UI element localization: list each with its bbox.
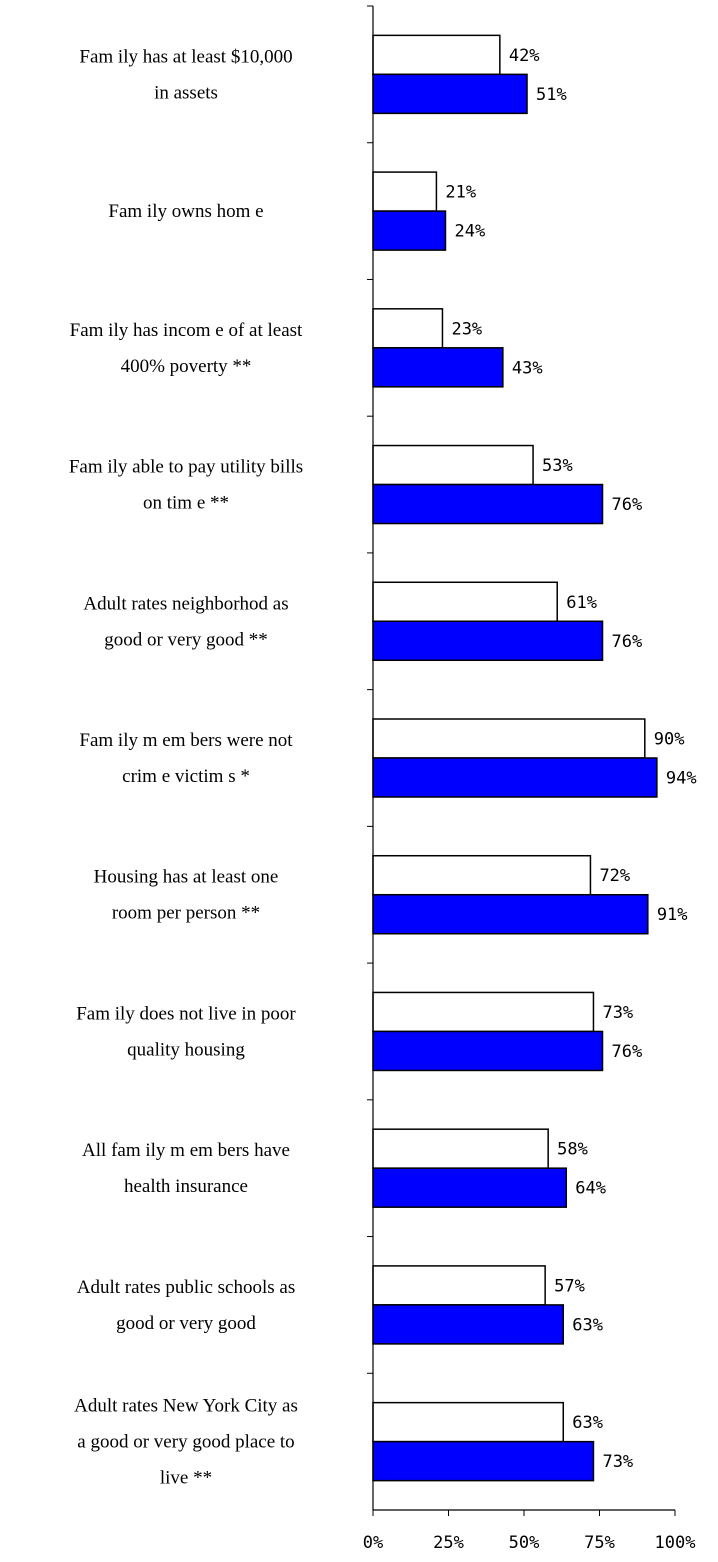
category-label-6-line-1: Fam ily m em bers were not bbox=[79, 730, 293, 751]
data-label-series1-10: 57% bbox=[554, 1276, 585, 1296]
category-label-9-line-2: health insurance bbox=[124, 1176, 248, 1197]
category-label-2-line-1: Fam ily owns hom e bbox=[108, 201, 263, 222]
category-label-8-line-1: Fam ily does not live in poor bbox=[76, 1003, 296, 1024]
category-label-5-line-1: Adult rates neighborhod as bbox=[83, 593, 288, 614]
bar-series2-3 bbox=[372, 347, 504, 388]
data-label-series1-4: 53% bbox=[542, 456, 573, 476]
category-label-11-line-2: a good or very good place to bbox=[77, 1432, 294, 1453]
x-tick-label-2: 25% bbox=[433, 1533, 464, 1553]
bar-series1-1 bbox=[372, 34, 501, 76]
data-label-series2-5: 76% bbox=[612, 632, 643, 652]
category-label-6-line-2: crim e victim s * bbox=[122, 766, 250, 787]
bar-series2-6 bbox=[372, 757, 658, 798]
x-tick-label-4: 75% bbox=[584, 1533, 615, 1553]
bar-series1-3 bbox=[372, 308, 444, 349]
bar-series1-5 bbox=[372, 581, 558, 623]
category-label-5-line-2: good or very good ** bbox=[104, 629, 268, 650]
category-label-11-line-3: live ** bbox=[160, 1468, 212, 1489]
x-tick-label-5: 100% bbox=[655, 1533, 696, 1553]
bar-series1-7 bbox=[372, 854, 592, 896]
data-label-series1-2: 21% bbox=[445, 183, 476, 203]
data-label-series1-11: 63% bbox=[572, 1413, 603, 1433]
bar-series2-9 bbox=[372, 1167, 568, 1208]
data-label-series1-7: 72% bbox=[599, 866, 630, 886]
category-label-10-line-1: Adult rates public schools as bbox=[77, 1277, 295, 1298]
category-label-3-line-1: Fam ily has incom e of at least bbox=[70, 320, 303, 341]
bar-series1-11 bbox=[372, 1401, 565, 1443]
data-label-series1-6: 90% bbox=[654, 730, 685, 750]
bar-series1-2 bbox=[372, 171, 438, 212]
bar-series2-4 bbox=[372, 483, 604, 525]
category-label-8-line-2: quality housing bbox=[127, 1039, 245, 1060]
data-label-series1-1: 42% bbox=[509, 46, 540, 66]
bar-series2-10 bbox=[372, 1304, 565, 1345]
data-label-series2-11: 73% bbox=[602, 1452, 633, 1472]
bar-series1-6 bbox=[372, 718, 646, 759]
data-label-series2-10: 63% bbox=[572, 1315, 603, 1335]
x-tick-label-3: 50% bbox=[509, 1533, 540, 1553]
data-label-series2-2: 24% bbox=[454, 222, 485, 242]
data-label-series1-3: 23% bbox=[451, 319, 482, 339]
bar-series2-2 bbox=[372, 210, 447, 251]
bar-series1-4 bbox=[372, 444, 534, 486]
data-label-series2-4: 76% bbox=[612, 495, 643, 515]
category-label-3-line-2: 400% poverty ** bbox=[121, 356, 252, 377]
category-label-4-line-2: on tim e ** bbox=[143, 493, 229, 514]
bar-series2-1 bbox=[372, 73, 528, 115]
category-label-7-line-1: Housing has at least one bbox=[94, 867, 279, 888]
data-label-series2-8: 76% bbox=[612, 1042, 643, 1062]
data-label-series2-6: 94% bbox=[666, 769, 697, 789]
data-label-series1-9: 58% bbox=[557, 1140, 588, 1160]
category-label-1-line-1: Fam ily has at least $10,000 bbox=[79, 46, 292, 67]
category-label-10-line-2: good or very good bbox=[116, 1313, 256, 1334]
bar-series2-11 bbox=[372, 1440, 595, 1482]
data-label-series1-5: 61% bbox=[566, 593, 597, 613]
data-label-series1-8: 73% bbox=[602, 1003, 633, 1023]
bar-series2-7 bbox=[372, 893, 649, 935]
category-label-7-line-2: room per person ** bbox=[112, 903, 260, 924]
category-label-4-line-1: Fam ily able to pay utility bills bbox=[69, 457, 303, 478]
bar-series2-5 bbox=[372, 620, 604, 662]
category-label-9-line-1: All fam ily m em bers have bbox=[82, 1140, 290, 1161]
data-label-series2-3: 43% bbox=[512, 358, 543, 378]
data-label-series2-1: 51% bbox=[536, 85, 567, 105]
bar-series1-9 bbox=[372, 1128, 549, 1169]
data-label-series2-9: 64% bbox=[575, 1179, 606, 1199]
bar-series1-8 bbox=[372, 991, 595, 1033]
category-label-11-line-1: Adult rates New York City as bbox=[74, 1396, 298, 1417]
bar-series1-10 bbox=[372, 1265, 546, 1306]
x-tick-label-1: 0% bbox=[363, 1533, 383, 1553]
bar-series2-8 bbox=[372, 1030, 604, 1072]
data-label-series2-7: 91% bbox=[657, 905, 688, 925]
category-label-1-line-2: in assets bbox=[154, 82, 218, 103]
